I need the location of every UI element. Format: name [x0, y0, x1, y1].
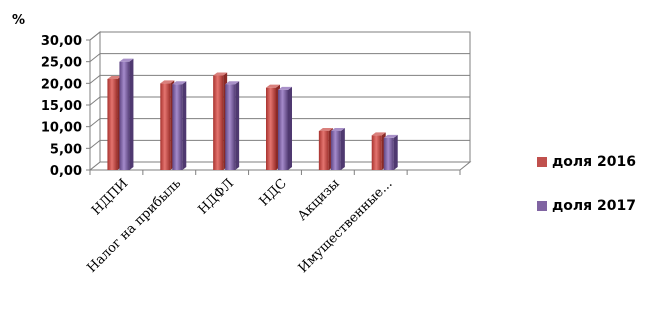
legend-swatch-2017 — [537, 201, 547, 211]
bar-side — [393, 134, 398, 170]
bar-top — [172, 81, 187, 85]
bar-side — [288, 86, 292, 170]
bars — [107, 58, 398, 170]
x-tick-label: Акцизы — [295, 176, 343, 224]
bar — [213, 75, 224, 170]
bar-top — [383, 134, 398, 138]
bar — [160, 83, 171, 170]
x-tick-label: НДФЛ — [196, 176, 238, 218]
y-tick-label: 20,00 — [41, 77, 82, 92]
gridline-side — [89, 96, 101, 106]
gridline-side — [89, 118, 101, 128]
legend-label-2017: доля 2017 — [552, 198, 637, 214]
bar-top — [119, 58, 134, 62]
legend-label-2016: доля 2016 — [552, 154, 637, 170]
y-axis-ticks: 0,00 5,00 10,00 15,00 20,00 25,00 30,00 — [41, 34, 82, 179]
bar-top — [160, 80, 175, 84]
gridline-side — [89, 53, 101, 63]
y-tick-label: 15,00 — [41, 99, 82, 114]
gridline-side — [89, 74, 101, 84]
bar-top — [318, 128, 333, 131]
gridline-side — [89, 139, 101, 149]
bar-side — [235, 81, 240, 170]
y-tick-label: 25,00 — [41, 56, 82, 71]
bar-side — [129, 58, 134, 170]
gridline-side — [89, 31, 101, 41]
legend-swatch-2016 — [537, 157, 547, 167]
bar-side — [340, 128, 345, 170]
bar — [107, 79, 118, 170]
x-tick-label: Налог на прибыль — [85, 176, 185, 276]
x-tick-label: НДПИ — [89, 176, 131, 218]
legend: доля 2016 доля 2017 — [537, 152, 636, 240]
y-axis-unit: % — [12, 13, 25, 28]
bar-top — [266, 84, 280, 88]
bar — [330, 131, 341, 170]
y-tick-label: 10,00 — [41, 121, 82, 136]
bar-top — [213, 72, 228, 76]
bar-top — [107, 76, 122, 79]
bar-top — [371, 132, 386, 136]
bar — [119, 61, 130, 170]
bar-top — [278, 86, 292, 90]
y-tick-label: 0,00 — [50, 164, 82, 179]
bar — [266, 87, 276, 170]
y-tick-label: 30,00 — [41, 34, 82, 49]
x-tick-label: Имущественные... — [296, 176, 396, 276]
bar — [371, 135, 382, 170]
legend-item-2016: доля 2016 — [537, 152, 636, 172]
bar — [225, 84, 236, 170]
bar-top — [330, 128, 345, 131]
bar — [278, 89, 288, 170]
x-tick-label: НДС — [257, 176, 290, 209]
y-tick-label: 5,00 — [50, 142, 82, 157]
bar — [172, 84, 183, 170]
bar-side — [182, 81, 187, 170]
bar-top — [225, 81, 240, 85]
bar — [318, 131, 329, 170]
legend-item-2017: доля 2017 — [537, 196, 636, 216]
bar — [383, 137, 394, 170]
